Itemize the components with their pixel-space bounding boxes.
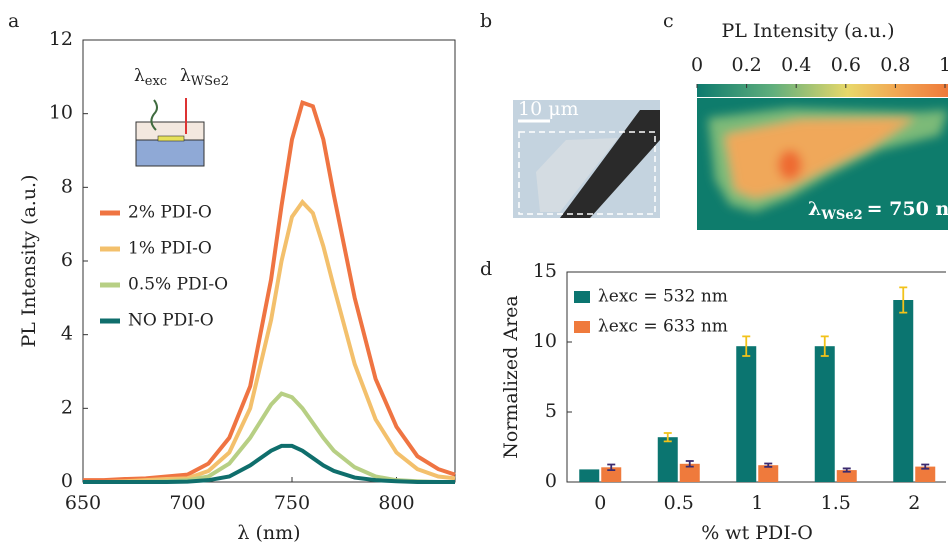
y-tick-label: 4 [61, 323, 73, 345]
bar [893, 300, 914, 482]
x-tick-label: 800 [378, 492, 414, 514]
x-tick-label: 650 [65, 492, 101, 514]
error-bar [607, 463, 616, 471]
colorbar-tick-label: 0.6 [831, 54, 861, 76]
series-line [83, 391, 455, 484]
panel-label: d [480, 258, 492, 280]
colorbar-tick-label: 0.4 [781, 54, 811, 76]
y-tick-label: 0 [545, 470, 557, 492]
error-bar [842, 467, 851, 473]
series-line [83, 443, 455, 484]
subscript: WSe2 [191, 74, 229, 89]
microscope-image [513, 100, 660, 218]
y-tick-label: 0 [61, 470, 73, 492]
y-tick-label: 12 [49, 28, 73, 50]
bar [657, 437, 678, 482]
y-tick-label: 6 [61, 249, 73, 271]
legend-label: λexc = 532 nm [598, 287, 728, 307]
symbol: λ [808, 198, 821, 220]
colorbar [697, 84, 948, 97]
legend-swatch [574, 291, 590, 303]
y-tick-label: 8 [61, 175, 73, 197]
legend-swatch [574, 321, 590, 333]
inset-flake [157, 135, 185, 142]
legend-label: λexc = 633 nm [598, 317, 728, 337]
subscript: exc [145, 74, 167, 89]
panel-label: a [8, 10, 19, 32]
error-bar [921, 463, 930, 470]
annotation: λWSe2 [180, 66, 229, 89]
bar [679, 463, 700, 482]
y-axis-label: PL Intensity (a.u.) [18, 174, 40, 347]
plot-frame [82, 39, 456, 483]
bar [601, 467, 622, 482]
x-tick-label: 0 [594, 492, 606, 514]
error-bar [663, 432, 672, 443]
series-line [83, 198, 456, 484]
map-annotation: λWSe2 = 750 nm [808, 198, 948, 223]
symbol: λ [180, 66, 191, 86]
legend-label: 2% PDI-O [128, 203, 212, 223]
bar [814, 346, 835, 482]
subscript: WSe2 [820, 208, 862, 223]
error-bar [742, 335, 751, 357]
colorbar-tick-label: 0.8 [880, 54, 910, 76]
y-tick-label: 15 [533, 260, 557, 282]
y-axis-label: Normalized Area [500, 295, 522, 458]
annotation: λexc [134, 66, 167, 89]
bar [915, 466, 936, 482]
bar [758, 465, 779, 482]
error-bar [764, 462, 773, 468]
x-axis-label: % wt PDI-O [701, 522, 813, 544]
bar [836, 470, 857, 482]
panel-label: b [480, 10, 492, 32]
y-tick-label: 5 [545, 400, 557, 422]
legend-label: 1% PDI-O [128, 239, 212, 259]
rest: = 750 nm [867, 198, 948, 220]
y-tick-label: 10 [533, 330, 557, 352]
axes [566, 271, 946, 483]
x-tick-label: 1.5 [821, 492, 851, 514]
scale-bar-label: 10 μm [518, 98, 579, 120]
inset-wave [150, 99, 158, 131]
x-tick-label: 1 [751, 492, 763, 514]
series-line [83, 100, 456, 483]
colorbar-title: PL Intensity (a.u.) [721, 20, 894, 42]
legend-label: NO PDI-O [128, 311, 214, 331]
colorbar-tick-label: 0 [691, 54, 703, 76]
x-tick-label: 700 [169, 492, 205, 514]
bar [579, 469, 600, 482]
pl-map [697, 98, 948, 230]
y-tick-label: 10 [49, 102, 73, 124]
inset-substrate [135, 139, 205, 167]
error-bar [820, 335, 829, 357]
symbol: λ [134, 66, 145, 86]
legend-label: 0.5% PDI-O [128, 275, 228, 295]
bar [736, 346, 757, 482]
y-tick-label: 2 [61, 396, 73, 418]
panel-label: c [663, 10, 674, 32]
error-bar [685, 460, 694, 468]
error-bar [899, 286, 908, 314]
x-axis-label: λ (nm) [237, 522, 300, 544]
colorbar-tick-label: 0.2 [731, 54, 761, 76]
x-tick-label: 0.5 [664, 492, 694, 514]
colorbar-tick-label: 1 [939, 54, 948, 76]
x-tick-label: 2 [908, 492, 920, 514]
x-tick-label: 750 [274, 492, 310, 514]
